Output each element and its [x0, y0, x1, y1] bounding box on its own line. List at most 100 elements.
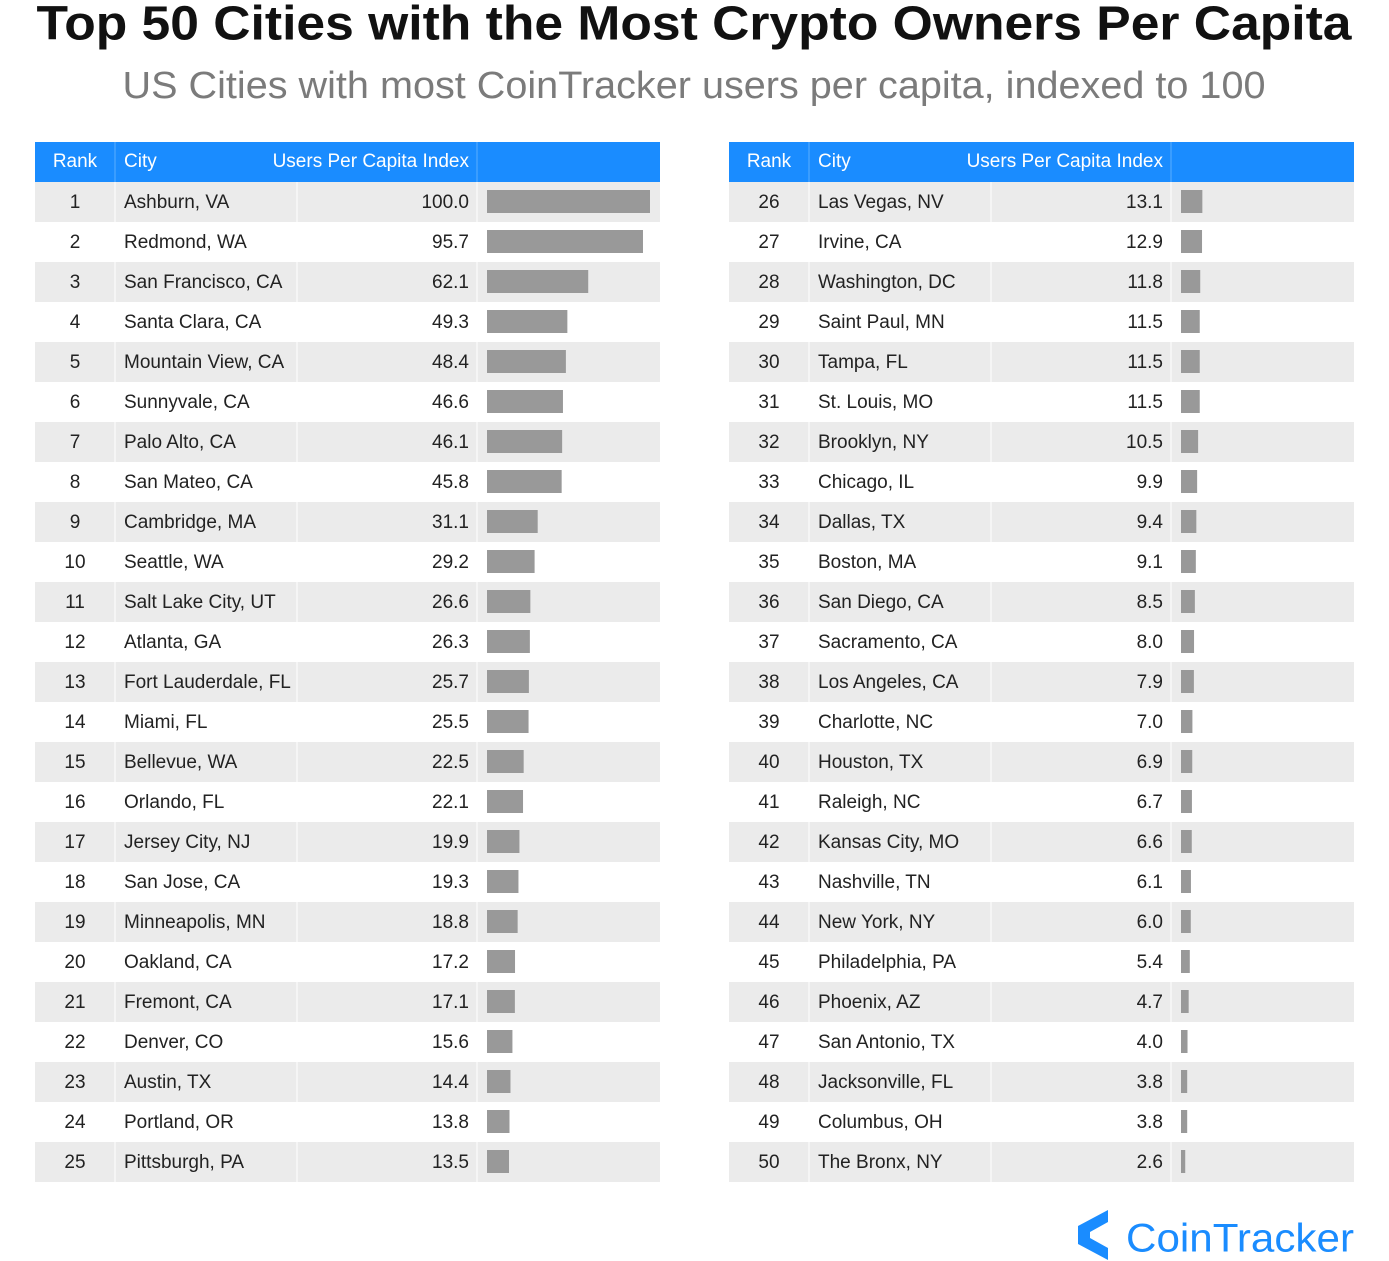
- rank: 20: [64, 952, 85, 973]
- index-value: 11.5: [1127, 312, 1163, 333]
- index-value: 100.0: [421, 192, 469, 213]
- row-stripe: [35, 742, 660, 782]
- index-value: 13.1: [1126, 192, 1163, 213]
- bar: [1181, 430, 1199, 453]
- city: Sunnyvale, CA: [124, 392, 250, 413]
- bar: [487, 190, 650, 213]
- bar: [1181, 1110, 1188, 1133]
- logo-icon: [1078, 1210, 1108, 1260]
- city: Seattle, WA: [124, 552, 224, 573]
- rank: 43: [758, 872, 779, 893]
- bar: [487, 510, 538, 533]
- city: Dallas, TX: [818, 512, 906, 533]
- index-value: 15.6: [432, 1032, 469, 1053]
- city: Atlanta, GA: [124, 632, 221, 653]
- rank: 22: [64, 1032, 85, 1053]
- city: The Bronx, NY: [818, 1152, 943, 1173]
- row-stripe: [35, 662, 660, 702]
- index-value: 2.6: [1137, 1152, 1163, 1173]
- index-value: 62.1: [432, 272, 469, 293]
- city: Miami, FL: [124, 712, 207, 733]
- city: Minneapolis, MN: [124, 912, 266, 933]
- city: Denver, CO: [124, 1032, 223, 1053]
- bar: [487, 230, 643, 253]
- city: Nashville, TN: [818, 872, 931, 893]
- bar: [1181, 710, 1193, 733]
- header-index: Users Per Capita Index: [967, 151, 1164, 172]
- index-value: 49.3: [432, 312, 469, 333]
- rank: 50: [758, 1152, 779, 1173]
- city: San Jose, CA: [124, 872, 240, 893]
- bar: [1181, 910, 1191, 933]
- city: San Antonio, TX: [818, 1032, 955, 1053]
- rank: 42: [758, 832, 779, 853]
- rank: 12: [64, 632, 85, 653]
- row-stripe: [729, 662, 1354, 702]
- row-stripe: [729, 742, 1354, 782]
- rank: 47: [758, 1032, 779, 1053]
- city: San Mateo, CA: [124, 472, 253, 493]
- rank: 2: [70, 232, 81, 253]
- row-stripe: [729, 1062, 1354, 1102]
- city: Chicago, IL: [818, 472, 914, 493]
- bar: [1181, 870, 1191, 893]
- rank: 15: [64, 752, 85, 773]
- row-stripe: [35, 982, 660, 1022]
- bar: [487, 1070, 511, 1093]
- rank: 19: [64, 912, 85, 933]
- rank: 36: [758, 592, 779, 613]
- city: Houston, TX: [818, 752, 924, 773]
- index-value: 6.0: [1137, 912, 1163, 933]
- index-value: 6.6: [1137, 832, 1163, 853]
- index-value: 17.1: [432, 992, 469, 1013]
- city: Oakland, CA: [124, 952, 232, 973]
- row-stripe: [35, 822, 660, 862]
- bar: [1181, 830, 1192, 853]
- row-stripe: [35, 1062, 660, 1102]
- bar: [1181, 1030, 1188, 1053]
- rank: 38: [758, 672, 779, 693]
- index-value: 14.4: [432, 1072, 469, 1093]
- index-value: 48.4: [432, 352, 469, 373]
- bar: [1181, 990, 1189, 1013]
- bar: [487, 870, 519, 893]
- index-value: 8.0: [1137, 632, 1163, 653]
- index-value: 95.7: [432, 232, 469, 253]
- rank: 6: [70, 392, 81, 413]
- header-city: City: [818, 151, 851, 172]
- rank: 10: [64, 552, 85, 573]
- row-stripe: [729, 342, 1354, 382]
- bar: [1181, 270, 1201, 293]
- city: Portland, OR: [124, 1112, 234, 1133]
- rank: 48: [758, 1072, 779, 1093]
- header-rank: Rank: [53, 151, 98, 172]
- city: Fort Lauderdale, FL: [124, 672, 291, 693]
- bar: [487, 1110, 510, 1133]
- row-stripe: [729, 982, 1354, 1022]
- city: Kansas City, MO: [818, 832, 959, 853]
- index-value: 3.8: [1137, 1112, 1163, 1133]
- city: Raleigh, NC: [818, 792, 920, 813]
- index-value: 3.8: [1137, 1072, 1163, 1093]
- bar: [487, 310, 568, 333]
- index-value: 18.8: [432, 912, 469, 933]
- row-stripe: [35, 1142, 660, 1182]
- city: Washington, DC: [818, 272, 956, 293]
- rank: 9: [70, 512, 81, 533]
- bar: [1181, 510, 1197, 533]
- city: San Francisco, CA: [124, 272, 283, 293]
- index-value: 6.1: [1137, 872, 1163, 893]
- bar: [1181, 350, 1200, 373]
- logo-text: CoinTracker: [1126, 1217, 1354, 1261]
- bar: [487, 710, 529, 733]
- index-value: 13.5: [432, 1152, 469, 1173]
- logo: CoinTracker: [1078, 1210, 1354, 1261]
- city: Bellevue, WA: [124, 752, 238, 773]
- city: Jersey City, NJ: [124, 832, 250, 853]
- bar: [487, 1030, 513, 1053]
- rank: 14: [64, 712, 86, 733]
- city: Saint Paul, MN: [818, 312, 945, 333]
- city: Boston, MA: [818, 552, 917, 573]
- city: Austin, TX: [124, 1072, 212, 1093]
